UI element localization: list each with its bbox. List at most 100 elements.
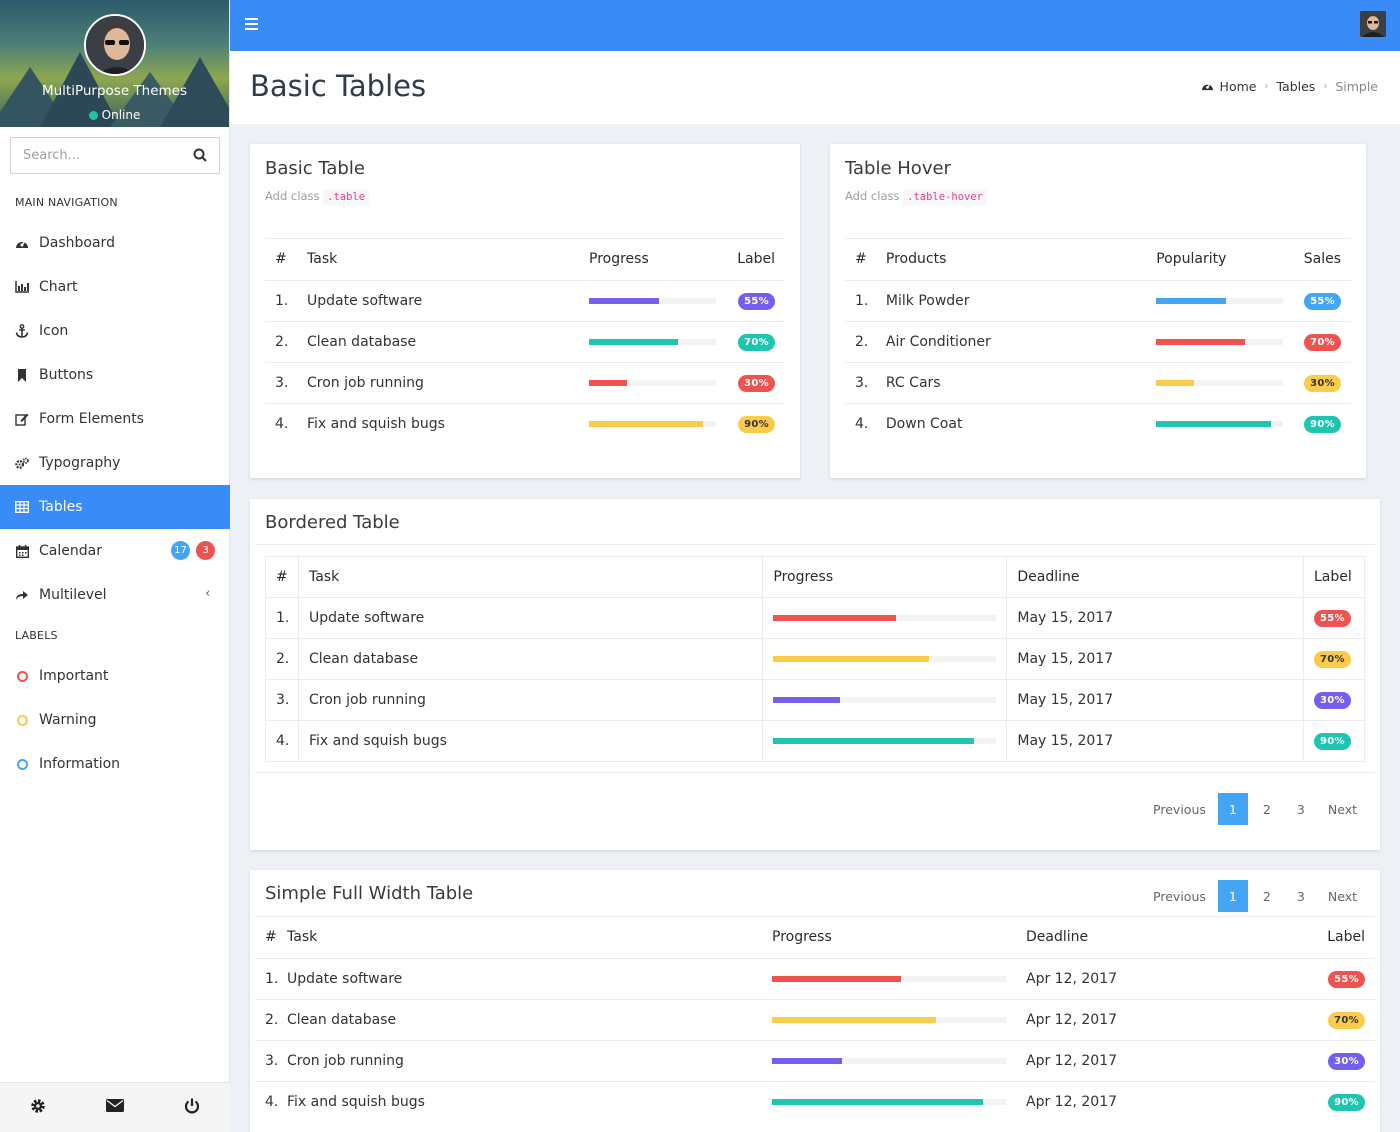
row-name: Down Coat: [885, 415, 963, 432]
row-name: Milk Powder: [885, 280, 1157, 322]
column-header: Products: [885, 239, 1157, 281]
row-number: 3.: [845, 362, 886, 404]
pagination-page[interactable]: 3: [1296, 801, 1305, 817]
page-title: Basic Tables: [250, 69, 427, 103]
sidebar-item-typography[interactable]: Typography: [0, 441, 230, 485]
label-cell: 90%: [1278, 1081, 1375, 1122]
avatar[interactable]: [84, 14, 146, 76]
label-cell: 30%: [1302, 362, 1351, 404]
sidebar-item-chart[interactable]: Chart: [0, 265, 230, 309]
column-header: #: [255, 917, 287, 959]
table-icon: [15, 500, 29, 514]
column-header: Label: [736, 239, 785, 281]
sidebar-item-form-elements[interactable]: Form Elements: [0, 397, 230, 441]
progress-fill: [772, 975, 901, 982]
label-cell: 70%: [1278, 999, 1375, 1041]
label-cell: 30%: [1278, 1040, 1375, 1082]
sidebar-item-label: Icon: [39, 323, 69, 339]
label-cell: 30%: [736, 362, 785, 404]
sidebar-item-tables[interactable]: Tables: [0, 485, 230, 529]
progress-fill: [589, 420, 704, 427]
breadcrumb-current: Simple: [1335, 79, 1378, 94]
hover-table: # Products Popularity Sales 1. Milk Powder 55%…: [845, 239, 1351, 444]
menu-toggle-icon[interactable]: [245, 18, 258, 30]
table-row: 2. Clean database Apr 12, 2017 70%: [255, 999, 1375, 1041]
progress-cell: [589, 280, 736, 322]
progress-bar: [1156, 297, 1284, 304]
sidebar-item-label: Important: [39, 668, 109, 684]
sidebar-item-multilevel[interactable]: Multilevel ‹: [0, 573, 230, 617]
sidebar-item-calendar[interactable]: Calendar 17 3: [0, 529, 230, 573]
row-number: 4.: [265, 720, 299, 762]
progress-bar: [1156, 379, 1284, 386]
status-badge: 30%: [1328, 1052, 1365, 1070]
progress-bar: [1156, 420, 1284, 427]
status-badge: 70%: [1314, 651, 1351, 668]
table-row: 2. Air Conditioner 70%: [845, 321, 1351, 363]
row-deadline: May 15, 2017: [1006, 720, 1304, 762]
main-navigation-header: MAIN NAVIGATION: [15, 196, 118, 209]
search-icon[interactable]: [193, 148, 207, 166]
pagination-next[interactable]: Next: [1327, 888, 1357, 904]
status-badge: 90%: [738, 415, 775, 433]
table-row: 4. Fix and squish bugs Apr 12, 2017 90%: [255, 1081, 1375, 1122]
row-number: 4.: [265, 1093, 279, 1110]
basic-table-card: Basic Table Add class .table # Task Progre…: [250, 144, 800, 478]
power-icon[interactable]: [184, 1098, 200, 1118]
progress-fill: [772, 1098, 983, 1105]
label-cell: 55%: [1302, 280, 1351, 322]
table-row: 4. Fix and squish bugs May 15, 2017 90%: [265, 720, 1365, 762]
user-avatar[interactable]: [1360, 11, 1386, 37]
sidebar-item-buttons[interactable]: Buttons: [0, 353, 230, 397]
pagination-page[interactable]: 3: [1296, 888, 1305, 904]
sidebar-label-warning[interactable]: Warning: [0, 698, 230, 742]
pagination: Previous 1 2 3 Next: [1141, 880, 1365, 912]
sidebar-item-dashboard[interactable]: Dashboard: [0, 221, 230, 265]
share-icon: [15, 588, 29, 602]
settings-icon[interactable]: [30, 1098, 46, 1118]
label-cell: 55%: [1303, 597, 1365, 639]
progress-bar: [773, 615, 997, 621]
pagination-previous[interactable]: Previous: [1153, 801, 1206, 817]
label-cell: 55%: [1278, 958, 1375, 1000]
column-header: Label: [1278, 917, 1375, 959]
pagination-page[interactable]: 1: [1217, 880, 1248, 912]
table-header-row: # Task Progress Deadline Label: [255, 917, 1375, 959]
row-number: 2.: [265, 638, 299, 680]
column-header: Task: [307, 239, 589, 281]
column-header: #: [845, 239, 886, 281]
row-task: Update software: [287, 958, 772, 1000]
progress-fill: [589, 338, 678, 345]
sidebar-label-important[interactable]: Important: [0, 654, 230, 698]
pagination-page[interactable]: 2: [1262, 888, 1271, 904]
pagination-previous[interactable]: Previous: [1153, 888, 1206, 904]
sidebar-item-label: Typography: [39, 455, 121, 471]
row-number: 4.: [855, 415, 869, 432]
sidebar-item-icon[interactable]: Icon: [0, 309, 230, 353]
search-input[interactable]: [11, 138, 181, 173]
sidebar-item-label: Buttons: [39, 367, 94, 383]
chevron-right-icon: ›: [1323, 81, 1328, 92]
progress-cell: [589, 362, 736, 404]
row-deadline: May 15, 2017: [1006, 597, 1304, 639]
sidebar-label-information[interactable]: Information: [0, 742, 230, 786]
mail-icon[interactable]: [106, 1099, 124, 1116]
dashboard-icon: [1201, 79, 1214, 94]
progress-cell: [1156, 403, 1302, 444]
breadcrumb-home[interactable]: Home: [1219, 79, 1257, 94]
breadcrumb-tables[interactable]: Tables: [1276, 79, 1316, 94]
profile-name: MultiPurpose Themes: [41, 83, 188, 99]
table-row: 4. Down Coat 90%: [845, 403, 1351, 444]
row-deadline: Apr 12, 2017: [1026, 1040, 1278, 1082]
column-header: Popularity: [1156, 239, 1303, 281]
progress-bar: [589, 379, 716, 386]
row-number: 3.: [265, 362, 307, 404]
progress-bar: [772, 975, 1006, 982]
labels-header: LABELS: [15, 629, 58, 642]
table-header-row: # Task Progress Label: [265, 239, 785, 281]
bar-chart-icon: [15, 280, 29, 294]
pagination-page[interactable]: 1: [1217, 793, 1248, 825]
badge-count-info: 17: [171, 541, 190, 560]
pagination-next[interactable]: Next: [1327, 801, 1357, 817]
pagination-page[interactable]: 2: [1262, 801, 1271, 817]
